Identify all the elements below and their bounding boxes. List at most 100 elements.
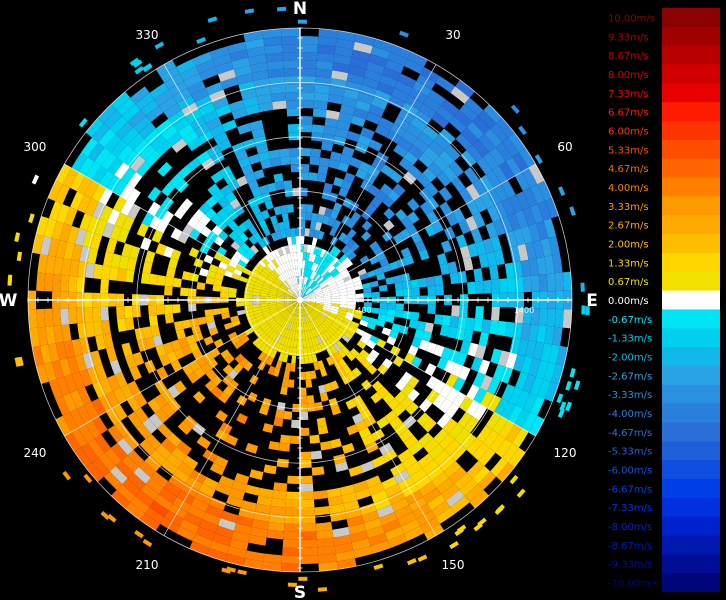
- velocity-cell: [324, 382, 333, 393]
- velocity-cell: [228, 287, 237, 294]
- velocity-cell: [379, 302, 388, 310]
- velocity-cell: [262, 311, 272, 318]
- velocity-cell: [260, 159, 272, 170]
- velocity-cell: [37, 254, 48, 274]
- velocity-cell: [187, 504, 206, 520]
- velocity-cell: [98, 188, 113, 206]
- velocity-cell: [145, 477, 164, 495]
- velocity-cell: [101, 265, 111, 280]
- velocity-cell: [439, 384, 453, 399]
- velocity-cell: [220, 76, 239, 90]
- velocity-cell: [344, 507, 362, 520]
- velocity-cell: [536, 256, 547, 275]
- velocity-cell: [407, 198, 420, 212]
- velocity-cell: [517, 338, 529, 357]
- velocity-cell: [310, 329, 317, 338]
- velocity-cell: [391, 323, 401, 333]
- velocity-cell: [291, 268, 296, 277]
- velocity-cell: [490, 279, 500, 294]
- velocity-cell: [176, 58, 196, 74]
- velocity-cell: [452, 392, 467, 408]
- velocity-cell: [209, 540, 230, 554]
- velocity-cell: [125, 502, 145, 521]
- velocity-cell: [392, 183, 406, 197]
- velocity-cell: [353, 41, 373, 54]
- velocity-cell: [346, 73, 364, 85]
- velocity-cell: [281, 283, 289, 291]
- velocity-cell: [61, 258, 72, 276]
- velocity-cell: [485, 412, 501, 430]
- velocity-cell: [490, 306, 500, 321]
- velocity-cell: [324, 117, 339, 128]
- velocity-cell: [113, 196, 127, 213]
- velocity-cell: [136, 338, 148, 352]
- velocity-cell: [264, 265, 273, 274]
- velocity-cell: [255, 262, 265, 271]
- velocity-cell: [376, 416, 390, 429]
- velocity-cell: [334, 542, 354, 554]
- velocity-cell: [338, 358, 348, 368]
- velocity-cell: [354, 309, 364, 316]
- velocity-cell: [404, 526, 424, 542]
- velocity-cell: [368, 104, 385, 118]
- velocity-cell: [173, 206, 187, 220]
- velocity-cell: [346, 515, 364, 527]
- velocity-cell: [337, 312, 346, 318]
- velocity-cell: [512, 428, 529, 448]
- velocity-cell: [552, 326, 563, 346]
- velocity-cell: [313, 336, 320, 346]
- velocity-cell: [573, 380, 581, 391]
- velocity-cell: [284, 321, 291, 330]
- colorbar-swatch: [662, 26, 720, 47]
- velocity-cell: [280, 308, 288, 315]
- velocity-cell: [316, 417, 327, 427]
- velocity-cell: [339, 104, 356, 116]
- velocity-cell: [318, 267, 326, 276]
- velocity-cell: [127, 133, 145, 151]
- velocity-cell: [532, 341, 545, 360]
- velocity-cell: [313, 307, 322, 312]
- velocity-cell: [308, 172, 318, 182]
- velocity-cell: [341, 272, 351, 279]
- velocity-cell: [285, 499, 300, 508]
- velocity-cell: [350, 211, 362, 223]
- colorbar-swatch: [662, 573, 720, 592]
- velocity-cell: [473, 268, 483, 282]
- velocity-cell: [400, 247, 412, 259]
- velocity-cell: [281, 563, 300, 572]
- velocity-cell: [270, 157, 282, 167]
- velocity-cell: [260, 293, 269, 297]
- velocity-cell: [481, 319, 491, 334]
- velocity-cell: [205, 368, 217, 381]
- velocity-cell: [285, 92, 300, 101]
- velocity-cell: [311, 253, 317, 263]
- velocity-cell: [269, 505, 286, 516]
- velocity-cell: [325, 275, 334, 283]
- velocity-cell: [355, 168, 368, 180]
- velocity-cell: [187, 137, 203, 152]
- velocity-cell: [293, 323, 297, 332]
- velocity-cell: [285, 312, 292, 321]
- velocity-cell: [283, 60, 300, 69]
- velocity-cell: [546, 308, 556, 327]
- velocity-cell: [176, 526, 196, 542]
- velocity-cell: [400, 371, 413, 384]
- velocity-cell: [95, 334, 106, 351]
- velocity-cell: [450, 496, 470, 514]
- velocity-cell: [341, 492, 358, 504]
- velocity-cell: [540, 238, 553, 257]
- velocity-cell: [71, 428, 88, 448]
- velocity-cell: [262, 245, 271, 255]
- velocity-cell: [498, 278, 508, 294]
- velocity-cell: [177, 461, 195, 477]
- velocity-cell: [407, 51, 428, 67]
- velocity-cell: [166, 432, 182, 448]
- velocity-cell: [130, 86, 150, 104]
- velocity-cell: [371, 291, 380, 298]
- velocity-cell: [466, 121, 485, 140]
- velocity-cell: [475, 306, 484, 320]
- velocity-cell: [341, 334, 351, 343]
- velocity-cell: [287, 582, 297, 587]
- velocity-cell: [328, 503, 345, 514]
